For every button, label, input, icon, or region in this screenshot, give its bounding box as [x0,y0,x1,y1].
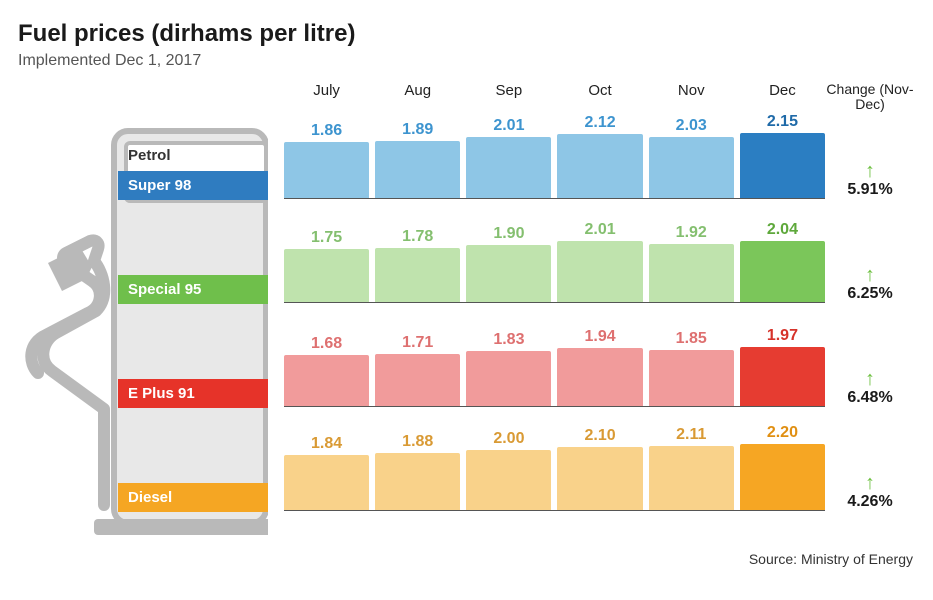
price-value-label: 1.89 [375,121,460,139]
price-value-label: 2.04 [740,221,825,239]
price-bar: 2.12 [557,134,642,198]
price-value-label: 1.92 [649,224,734,242]
price-value-label: 1.84 [284,435,369,453]
price-value-label: 2.00 [466,430,551,448]
chart-series-row: 1.751.781.902.011.922.04 [284,199,825,303]
price-value-label: 1.97 [740,327,825,345]
price-value-label: 1.86 [284,122,369,140]
up-arrow-icon: ↑ [865,161,875,181]
up-arrow-icon: ↑ [865,473,875,493]
price-value-label: 2.03 [649,117,734,135]
fuel-type-tag: Super 98 [118,171,268,200]
month-header: July [284,82,369,99]
price-value-label: 2.15 [740,113,825,131]
chart-series-row: 1.841.882.002.102.112.20 [284,407,825,511]
price-bar: 1.71 [375,354,460,405]
price-value-label: 2.11 [649,426,734,444]
price-bar: 1.83 [466,351,551,406]
fuel-type-tag: Special 95 [118,275,268,304]
price-bar: 2.15 [740,133,825,198]
up-arrow-icon: ↑ [865,265,875,285]
change-cell: ↑5.91% [825,113,915,199]
price-bar: 1.97 [740,347,825,406]
price-bar: 1.68 [284,355,369,405]
price-bar: 2.04 [740,241,825,302]
price-bar: 2.01 [557,241,642,301]
change-column-header: Change (Nov-Dec) [825,82,915,113]
month-headers: July Aug Sep Oct Nov Dec [284,82,825,99]
change-pct-label: 6.48% [847,389,892,407]
fuel-type-tag: E Plus 91 [118,379,268,408]
price-bar: 1.94 [557,348,642,406]
price-bar: 2.20 [740,444,825,510]
change-pct-label: 6.25% [847,285,892,303]
price-value-label: 2.12 [557,114,642,132]
change-column: ↑5.91%↑6.25%↑6.48%↑4.26% [825,113,915,511]
change-cell: ↑6.25% [825,199,915,303]
price-value-label: 2.01 [466,117,551,135]
change-pct-label: 4.26% [847,493,892,511]
price-bar: 1.90 [466,245,551,302]
price-value-label: 1.78 [375,228,460,246]
price-bar: 2.10 [557,447,642,510]
price-value-label: 1.85 [649,330,734,348]
price-bar: 1.86 [284,142,369,198]
fuel-price-chart: 1.861.892.012.122.032.151.751.781.902.01… [284,113,825,511]
price-bar: 1.84 [284,455,369,510]
change-cell: ↑6.48% [825,303,915,407]
petrol-header-label: Petrol [128,147,171,164]
price-value-label: 1.68 [284,335,369,353]
price-bar: 1.85 [649,350,734,406]
price-value-label: 1.94 [557,328,642,346]
up-arrow-icon: ↑ [865,369,875,389]
price-bar: 1.78 [375,248,460,301]
month-header: Dec [740,82,825,99]
month-header: Nov [649,82,734,99]
price-bar: 2.11 [649,446,734,509]
price-bar: 1.75 [284,249,369,302]
price-bar: 2.01 [466,137,551,197]
page-title: Fuel prices (dirhams per litre) [18,20,915,48]
price-bar: 2.00 [466,450,551,510]
month-header: Sep [466,82,551,99]
chart-series-row: 1.861.892.012.122.032.15 [284,113,825,199]
month-header: Aug [375,82,460,99]
page-subtitle: Implemented Dec 1, 2017 [18,52,915,70]
price-value-label: 1.88 [375,433,460,451]
month-header: Oct [557,82,642,99]
price-value-label: 1.90 [466,225,551,243]
fuel-type-tag: Diesel [118,483,268,512]
price-value-label: 1.71 [375,334,460,352]
price-value-label: 2.01 [557,221,642,239]
price-bar: 2.03 [649,137,734,198]
price-bar: 1.89 [375,141,460,198]
price-value-label: 2.20 [740,424,825,442]
price-value-label: 1.83 [466,331,551,349]
source-attribution: Source: Ministry of Energy [18,551,915,567]
price-value-label: 2.10 [557,427,642,445]
change-cell: ↑4.26% [825,407,915,511]
change-pct-label: 5.91% [847,181,892,199]
price-value-label: 1.75 [284,229,369,247]
chart-series-row: 1.681.711.831.941.851.97 [284,303,825,407]
price-bar: 1.92 [649,244,734,302]
price-bar: 1.88 [375,453,460,509]
